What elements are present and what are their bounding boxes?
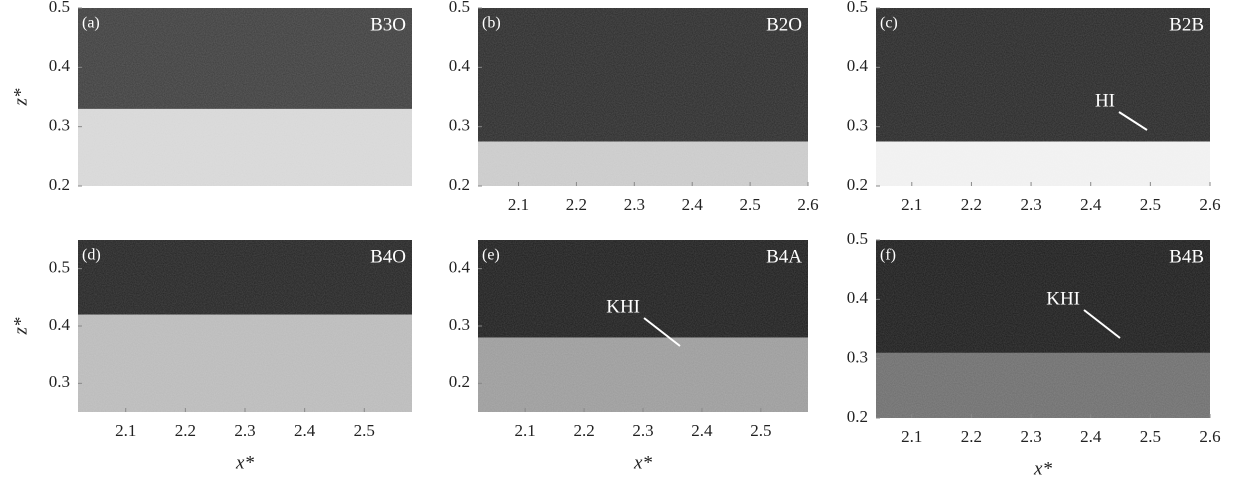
y-tick-label: 0.4 [449, 56, 471, 75]
panel-name: B2B [1169, 14, 1204, 35]
annotation: KHI [606, 296, 640, 317]
panel: (c) B2B 0.2 0.3 0.4 0.5 2.1 2.2 2.3 2.4 2.5 2.6 HI [847, 0, 1221, 214]
y-tick-label: 0.3 [49, 116, 70, 135]
x-tick-label: 2.2 [175, 421, 196, 440]
x-tick-label: 2.5 [1140, 427, 1161, 446]
y-tick-label: 0.5 [49, 0, 70, 16]
annotation: KHI [1046, 288, 1080, 309]
x-tick-label: 2.3 [624, 195, 645, 214]
y-tick-label: 0.4 [847, 288, 869, 307]
panel-name: B3O [370, 14, 406, 35]
image-grain [478, 240, 808, 412]
panel-label: (b) [482, 15, 501, 32]
y-tick-label: 0.5 [847, 0, 868, 16]
x-tick-label: 2.1 [515, 421, 536, 440]
y-tick-label: 0.5 [847, 229, 868, 248]
x-axis-label: x* [1033, 458, 1052, 478]
x-tick-label: 2.1 [115, 421, 136, 440]
y-tick-label: 0.3 [449, 315, 470, 334]
panel-label: (a) [82, 15, 100, 32]
x-tick-label: 2.4 [1080, 195, 1102, 214]
panel-name: B4B [1169, 246, 1204, 267]
y-axis-label: z* [10, 88, 31, 106]
x-tick-label: 2.5 [750, 421, 771, 440]
x-tick-label: 2.6 [1199, 195, 1220, 214]
x-tick-label: 2.5 [739, 195, 760, 214]
x-tick-label: 2.2 [566, 195, 587, 214]
annotation: HI [1095, 90, 1115, 111]
panel: (a) B3O 0.2 0.3 0.4 0.5 z* [10, 0, 412, 194]
x-axis-label: x* [235, 452, 254, 473]
image-grain [478, 8, 808, 186]
annotation-pointer [1083, 309, 1121, 339]
x-tick-label: 2.1 [901, 427, 922, 446]
x-tick-label: 2.4 [294, 421, 316, 440]
x-tick-label: 2.4 [691, 421, 713, 440]
y-tick-label: 0.2 [847, 407, 868, 426]
x-tick-label: 2.4 [1080, 427, 1102, 446]
x-tick-label: 2.3 [234, 421, 255, 440]
y-axis-label: z* [10, 317, 31, 335]
y-tick-label: 0.2 [49, 175, 70, 194]
y-tick-label: 0.3 [847, 116, 868, 135]
y-tick-label: 0.2 [449, 372, 470, 391]
panel-label: (d) [82, 247, 101, 264]
panel-name: B4A [766, 246, 802, 267]
annotation-pointer [643, 317, 681, 347]
x-tick-label: 2.1 [508, 195, 529, 214]
y-tick-label: 0.3 [847, 348, 868, 367]
x-tick-label: 2.5 [1140, 195, 1161, 214]
x-tick-label: 2.2 [961, 195, 982, 214]
panel-name: B2O [766, 14, 802, 35]
x-tick-label: 2.1 [901, 195, 922, 214]
panel-label: (f) [880, 247, 896, 264]
y-tick-label: 0.4 [49, 56, 71, 75]
panel: (f) B4B 0.2 0.3 0.4 0.5 2.1 2.2 2.3 2.4 2.5 2.6 x* KH… [847, 229, 1221, 478]
panel: (b) B2O 0.2 0.3 0.4 0.5 2.1 2.2 2.3 2.4 2.5 2.6 [449, 0, 819, 214]
image-grain [78, 240, 412, 412]
annotation-pointer [1118, 111, 1148, 131]
y-tick-label: 0.5 [49, 258, 70, 277]
y-tick-label: 0.2 [847, 175, 868, 194]
x-tick-label: 2.3 [1020, 427, 1041, 446]
x-tick-label: 2.5 [354, 421, 375, 440]
x-tick-label: 2.6 [797, 195, 818, 214]
panel-label: (c) [880, 15, 898, 32]
y-tick-label: 0.4 [847, 56, 869, 75]
y-tick-label: 0.3 [49, 372, 70, 391]
y-tick-label: 0.3 [449, 116, 470, 135]
panel: (e) B4A 0.2 0.3 0.4 2.1 2.2 2.3 2.4 2.5 x* KHI [449, 240, 808, 473]
x-tick-label: 2.4 [682, 195, 704, 214]
panel-name: B4O [370, 246, 406, 267]
x-tick-label: 2.6 [1199, 427, 1220, 446]
y-tick-label: 0.4 [449, 258, 471, 277]
image-grain [876, 8, 1210, 186]
y-tick-label: 0.4 [49, 315, 71, 334]
x-tick-label: 2.3 [632, 421, 653, 440]
y-tick-label: 0.2 [449, 175, 470, 194]
y-tick-label: 0.5 [449, 0, 470, 16]
image-grain [876, 240, 1210, 418]
panel-label: (e) [482, 247, 500, 264]
x-tick-label: 2.2 [573, 421, 594, 440]
panel: (d) B4O 0.3 0.4 0.5 2.1 2.2 2.3 2.4 2.5 z* x* [10, 240, 412, 473]
x-axis-label: x* [633, 452, 652, 473]
x-tick-label: 2.2 [961, 427, 982, 446]
image-grain [78, 8, 412, 186]
x-tick-label: 2.3 [1020, 195, 1041, 214]
